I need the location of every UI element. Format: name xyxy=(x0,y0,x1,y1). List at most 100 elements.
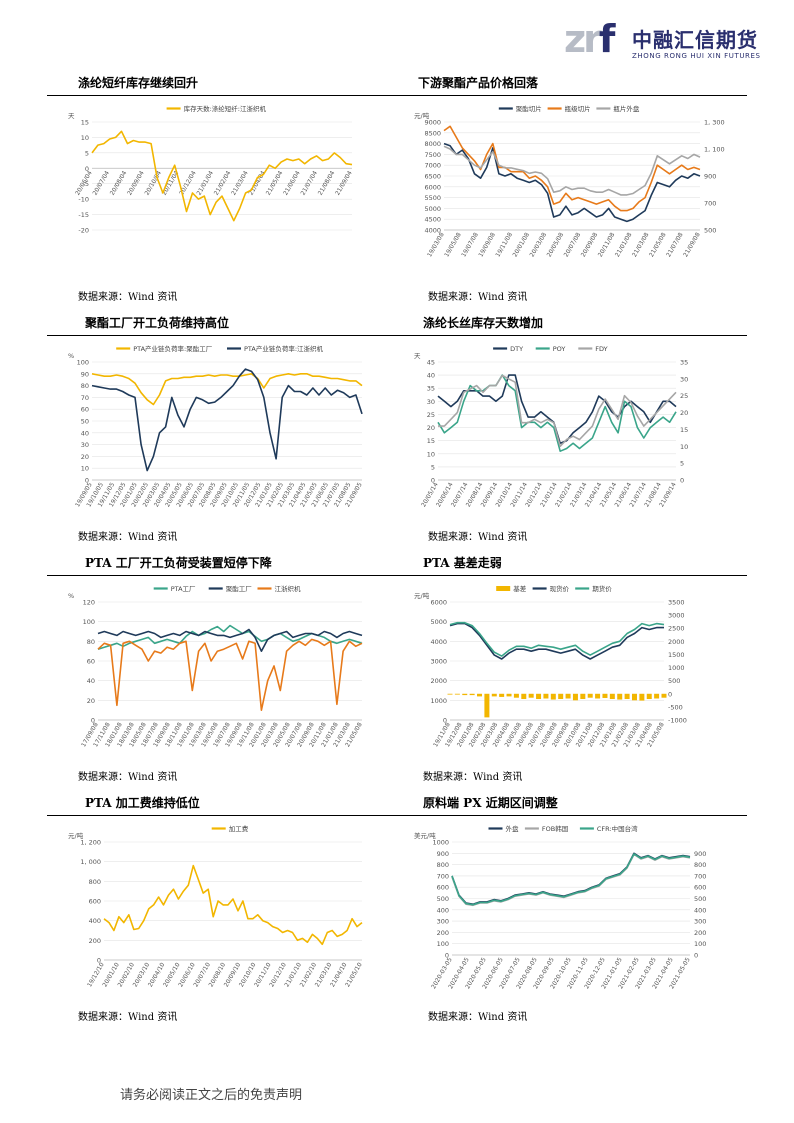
legend-label: FDY xyxy=(595,345,607,353)
y-tick-label: 4500 xyxy=(424,216,441,224)
y-right-tick-label: 700 xyxy=(704,200,716,208)
y-unit-label: 元/吨 xyxy=(414,591,430,600)
chart-filament-inventory-days: 45 40 35 30 25 20 15 10 5 0 35 30 25 20 15 10 5 0 天 20/05/1… xyxy=(410,340,710,525)
logo-mark: zrf xyxy=(564,17,615,61)
bar-mark xyxy=(462,693,468,696)
bar-mark xyxy=(661,693,667,698)
bar-mark xyxy=(543,693,549,699)
y-right-tick-label: 30 xyxy=(680,375,688,383)
legend-label: POY xyxy=(553,345,566,353)
y-tick-label: -10 xyxy=(78,196,89,204)
y-right-tick-label: 500 xyxy=(694,895,706,903)
series-line-2 xyxy=(449,622,664,660)
chart-pta-plant-load: 120 100 80 60 40 20 0% 17/09/08 17/11/08 18/01/08… xyxy=(64,580,374,765)
y-unit-label: 美元/吨 xyxy=(414,831,436,840)
y-tick-label: 10 xyxy=(81,465,89,473)
divider-line-3 xyxy=(47,575,747,576)
section-title-7: PTA 加工费维持低位 xyxy=(85,796,200,810)
y-tick-label: 400 xyxy=(89,917,101,925)
bar-mark xyxy=(646,693,652,700)
data-source-4: 数据来源：Wind 资讯 xyxy=(428,532,528,543)
section-title-2: 下游聚酯产品价格回落 xyxy=(418,76,539,90)
bar-mark xyxy=(513,693,519,698)
bar-mark xyxy=(491,693,497,697)
y-right-tick-label: 0 xyxy=(668,690,672,698)
series-line-1 xyxy=(103,864,363,946)
y-tick-label: 200 xyxy=(437,929,449,937)
y-right-tick-label: 700 xyxy=(694,872,706,880)
y-tick-label: -5 xyxy=(83,180,89,188)
series-line-3 xyxy=(97,638,363,711)
y-tick-label: 300 xyxy=(437,918,449,926)
y-tick-label: 40 xyxy=(81,429,89,437)
y-tick-label: 40 xyxy=(87,677,95,685)
y-right-tick-label: 20 xyxy=(680,409,688,417)
y-tick-label: 100 xyxy=(437,940,449,948)
y-tick-label: 7500 xyxy=(424,151,441,159)
chart-svg: 45403530252015105035302520151050天20/05/1… xyxy=(414,345,688,508)
bar-mark xyxy=(550,693,556,700)
y-tick-label: 0 xyxy=(85,477,89,485)
y-tick-label: 45 xyxy=(427,359,435,367)
y-right-tick-label: 5 xyxy=(680,460,684,468)
y-right-tick-label: 400 xyxy=(694,906,706,914)
bar-mark xyxy=(477,693,483,697)
y-right-tick-label: 3500 xyxy=(668,599,685,607)
bar-mark xyxy=(609,693,615,700)
bar-mark xyxy=(506,693,512,697)
legend-label: 库存天数:涤纶短纤:江浙织机 xyxy=(184,104,267,113)
bar-mark xyxy=(617,693,623,700)
footer-disclaimer: 请务必阅读正文之后的免责声明 xyxy=(120,1088,303,1103)
y-right-tick-label: -500 xyxy=(668,703,683,711)
legend-label: 加工费 xyxy=(229,824,249,833)
legend-label: 期货价 xyxy=(592,584,612,593)
data-source-5: 数据来源：Wind 资讯 xyxy=(78,772,178,783)
bar-mark xyxy=(499,693,505,697)
y-right-tick-label: 800 xyxy=(694,861,706,869)
y-tick-label: 1, 200 xyxy=(80,839,101,847)
y-tick-label: 0 xyxy=(431,477,435,485)
y-right-tick-label: 100 xyxy=(694,940,706,948)
y-right-tick-label: 500 xyxy=(704,227,716,235)
chart-px-prices: 1000 900 800 700 600 500 400 300 200 100 0 900 800 70… xyxy=(410,820,720,1005)
bar-mark xyxy=(639,693,645,701)
y-tick-label: 30 xyxy=(81,441,89,449)
y-tick-label: 5 xyxy=(431,463,435,471)
section-title-8: 原料端 PX 近期区间调整 xyxy=(423,796,558,810)
y-right-tick-label: 10 xyxy=(680,443,688,451)
series-line-3 xyxy=(443,145,701,196)
series-line-3 xyxy=(451,853,691,906)
x-tick-label: 21/09/08 xyxy=(682,231,702,258)
chart-pta-basis: 6000 5000 4000 3000 2000 1000 0 3500 3000 2500 200… xyxy=(410,580,710,765)
y-tick-label: 500 xyxy=(437,895,449,903)
y-tick-label: 80 xyxy=(81,382,89,390)
legend-label: 江浙织机 xyxy=(275,584,302,593)
y-right-tick-label: 25 xyxy=(680,392,688,400)
y-tick-label: 6500 xyxy=(424,173,441,181)
y-tick-label: 3000 xyxy=(430,658,447,666)
y-right-tick-label: 200 xyxy=(694,929,706,937)
section-title-3: 聚酯工厂开工负荷维持高位 xyxy=(85,316,230,330)
y-right-tick-label: 900 xyxy=(694,850,706,858)
chart-polyester-factory-load: 100 90 80 70 60 50 40 30 20 10 0% 19/09/05 19/10/05 1… xyxy=(64,340,374,525)
y-tick-label: 25 xyxy=(427,411,435,419)
y-right-tick-label: 0 xyxy=(694,952,698,960)
y-right-tick-label: 35 xyxy=(680,359,688,367)
y-unit-label: 元/吨 xyxy=(414,111,430,120)
series-line-3 xyxy=(449,621,665,657)
bar-mark xyxy=(454,693,460,695)
bar-mark xyxy=(624,693,630,700)
series-line-2 xyxy=(97,628,363,652)
y-tick-label: 9000 xyxy=(424,119,441,127)
bar-mark xyxy=(602,693,608,698)
y-tick-label: 15 xyxy=(427,437,435,445)
section-title-6: PTA 基差走弱 xyxy=(423,556,502,570)
y-tick-label: 8500 xyxy=(424,129,441,137)
y-tick-label: 10 xyxy=(81,134,89,142)
y-tick-label: 0 xyxy=(97,957,101,965)
y-tick-label: 8000 xyxy=(424,140,441,148)
y-right-tick-label: 1, 100 xyxy=(704,146,725,154)
y-tick-label: 60 xyxy=(81,406,89,414)
chart-staple-fiber-inventory: 15 10 5 0 -5 -10 -15 -20 天 20/06/04 20/07/04 20/08/… xyxy=(64,100,364,285)
divider-line-4 xyxy=(47,815,747,816)
